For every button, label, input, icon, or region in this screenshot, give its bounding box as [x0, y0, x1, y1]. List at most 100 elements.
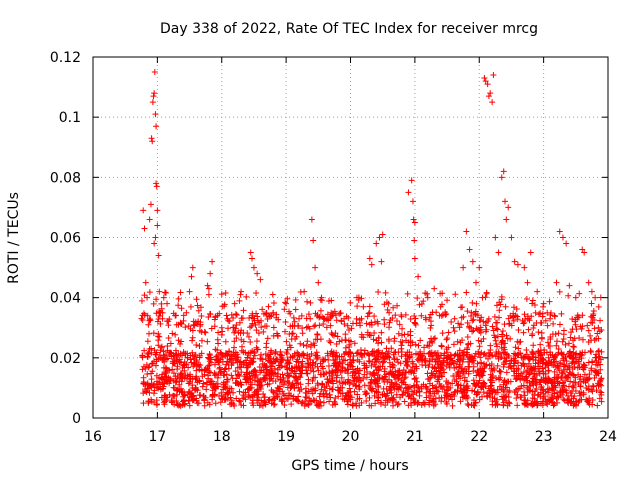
data-point [527, 364, 534, 371]
data-point [218, 368, 225, 375]
data-point [371, 330, 378, 337]
data-point [505, 315, 512, 322]
data-point [254, 346, 261, 353]
data-point [400, 387, 407, 394]
data-point [228, 401, 235, 408]
data-point [410, 216, 417, 223]
data-point [486, 352, 493, 359]
data-point [466, 246, 473, 253]
x-tick-label: 21 [406, 429, 424, 445]
data-point [153, 123, 160, 130]
data-point [150, 93, 157, 100]
data-point [545, 354, 552, 361]
data-point [320, 399, 327, 406]
data-point [371, 372, 378, 379]
data-point [590, 308, 597, 315]
data-point [223, 350, 230, 357]
data-point [231, 300, 238, 307]
data-point [588, 288, 595, 295]
data-point [161, 392, 168, 399]
data-point [391, 338, 398, 345]
data-point [375, 358, 382, 365]
data-point [300, 342, 307, 349]
data-point [479, 383, 486, 390]
data-point [539, 402, 546, 409]
data-point [280, 390, 287, 397]
data-point [227, 394, 234, 401]
data-point [153, 296, 160, 303]
data-point [263, 340, 270, 347]
data-point [334, 384, 341, 391]
data-point [567, 370, 574, 377]
data-point [502, 350, 509, 357]
data-point [530, 324, 537, 331]
data-point [576, 290, 583, 297]
data-point [211, 392, 218, 399]
data-point [357, 351, 364, 358]
data-point [243, 379, 250, 386]
data-point [193, 367, 200, 374]
data-point [483, 326, 490, 333]
data-point [412, 320, 419, 327]
data-point [289, 381, 296, 388]
data-point [279, 371, 286, 378]
data-point [403, 362, 410, 369]
data-point [481, 350, 488, 357]
data-point [155, 342, 162, 349]
data-point [416, 301, 423, 308]
data-point [341, 315, 348, 322]
data-point [433, 357, 440, 364]
data-point [504, 402, 511, 409]
data-point [373, 240, 380, 247]
data-point [392, 348, 399, 355]
data-point [379, 231, 386, 238]
data-point [401, 398, 408, 405]
data-point [476, 327, 483, 334]
data-point [252, 372, 259, 379]
data-point [338, 337, 345, 344]
data-point [290, 373, 297, 380]
data-point [233, 335, 240, 342]
data-point [480, 351, 487, 358]
data-point [224, 376, 231, 383]
data-point [381, 373, 388, 380]
data-point [181, 391, 188, 398]
data-point [580, 366, 587, 373]
data-point [393, 399, 400, 406]
data-point [470, 368, 477, 375]
data-point [145, 321, 152, 328]
data-point [384, 306, 391, 313]
data-point [229, 375, 236, 382]
data-point [175, 302, 182, 309]
data-point [324, 311, 331, 318]
data-point [251, 352, 258, 359]
data-point [506, 387, 513, 394]
data-point [143, 361, 150, 368]
data-point [386, 309, 393, 316]
data-point [548, 387, 555, 394]
data-point [297, 370, 304, 377]
data-point [477, 317, 484, 324]
data-point [283, 349, 290, 356]
data-point [238, 382, 245, 388]
data-point [202, 366, 209, 373]
data-point [153, 401, 160, 408]
data-point [429, 356, 436, 363]
data-point [345, 393, 352, 400]
data-point [586, 395, 593, 402]
data-point [378, 258, 385, 265]
data-point [451, 328, 458, 335]
data-point [235, 397, 242, 404]
data-point [456, 347, 463, 354]
data-point [281, 401, 288, 408]
data-point [433, 352, 440, 359]
data-point [544, 401, 551, 408]
x-tick-label: 24 [599, 429, 617, 445]
data-point [312, 264, 319, 271]
data-point [281, 378, 288, 385]
data-point [591, 325, 598, 332]
data-point [152, 234, 159, 241]
data-point [537, 349, 544, 356]
data-point [458, 321, 465, 328]
data-point [317, 390, 324, 397]
